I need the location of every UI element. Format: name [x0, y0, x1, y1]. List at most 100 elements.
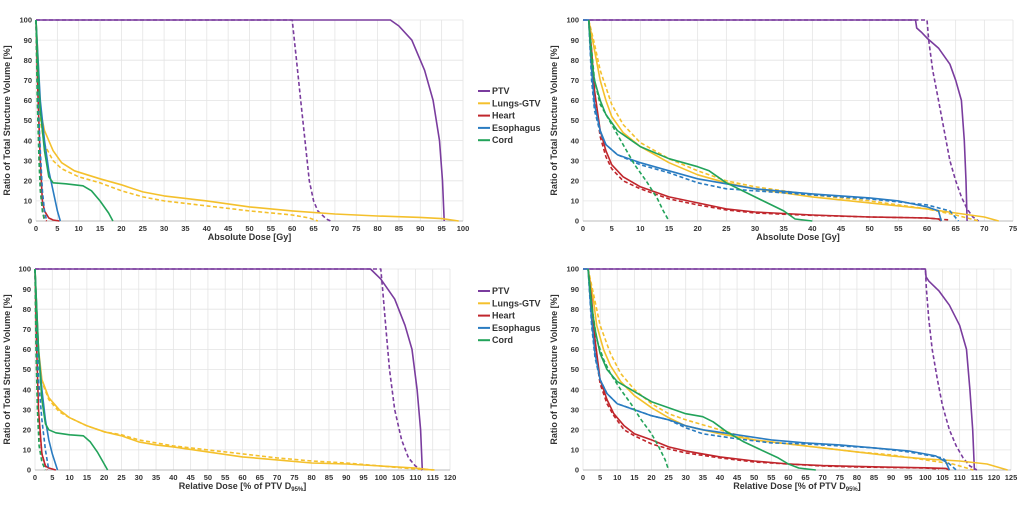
series-lungs-gtv-dashed	[34, 268, 437, 471]
y-tick-label: 60	[24, 96, 32, 105]
x-tick-label: 15	[665, 224, 673, 233]
legend-label: Esophagus	[492, 323, 541, 333]
y-tick-label: 20	[571, 426, 579, 435]
x-tick-label: 35	[699, 473, 707, 482]
x-tick-label: 10	[636, 224, 644, 233]
chart-top-left: 0 5 10 15 20 25 30 35 40 45 50 55 60 65 70 75 80 85 90 95 10…	[2, 16, 541, 242]
x-tick-label: 10	[65, 473, 73, 482]
x-tick-label: 10	[75, 224, 83, 233]
x-axis-label: Relative Dose [% of PTV D95%]	[179, 481, 307, 493]
x-tick-label: 15	[83, 473, 91, 482]
series-ptv-solid	[583, 19, 968, 222]
x-axis-label: Relative Dose [% of PTV D95%]	[733, 481, 861, 493]
y-tick-label: 100	[566, 265, 579, 274]
y-tick-label: 90	[571, 285, 579, 294]
x-tick-label: 95	[437, 224, 445, 233]
x-tick-label: 20	[100, 473, 108, 482]
x-tick-label: 115	[427, 473, 439, 482]
y-tick-label: 70	[571, 325, 579, 334]
y-tick-label: 60	[23, 345, 31, 354]
y-tick-label: 50	[24, 116, 32, 125]
x-tick-label: 0	[581, 473, 585, 482]
y-tick-label: 20	[23, 426, 31, 435]
x-tick-label: 105	[936, 473, 949, 482]
x-tick-label: 125	[1005, 473, 1018, 482]
y-tick-label: 100	[19, 16, 32, 25]
x-tick-label: 30	[682, 473, 690, 482]
legend-label: PTV	[492, 286, 510, 296]
x-tick-label: 30	[751, 224, 759, 233]
x-tick-label: 20	[693, 224, 701, 233]
y-tick-label: 70	[571, 76, 579, 85]
y-axis-label: Ratio of Total Structure Volume [%]	[2, 45, 12, 195]
y-tick-label: 40	[23, 385, 31, 394]
x-tick-label: 75	[290, 473, 298, 482]
x-tick-label: 50	[865, 224, 873, 233]
y-tick-label: 30	[571, 405, 579, 414]
x-tick-label: 25	[664, 473, 672, 482]
y-tick-label: 80	[24, 56, 32, 65]
series-cord-solid	[35, 19, 114, 222]
x-tick-label: 50	[204, 473, 212, 482]
series-cord-solid	[34, 268, 109, 471]
x-tick-label: 60	[923, 224, 931, 233]
chart-bottom-left: 0 5 10 15 20 25 30 35 40 45 50 55 60 65 70 75 80 85 90 95 10…	[2, 265, 541, 493]
x-tick-label: 65	[801, 473, 809, 482]
x-tick-label: 25	[139, 224, 147, 233]
x-axis-label-end: ]	[858, 481, 861, 491]
x-tick-label: 65	[951, 224, 959, 233]
x-tick-label: 70	[331, 224, 339, 233]
x-tick-label: 40	[203, 224, 211, 233]
x-tick-label: 55	[221, 473, 229, 482]
x-tick-label: 65	[309, 224, 317, 233]
y-tick-label: 100	[566, 16, 579, 25]
y-tick-label: 0	[28, 217, 32, 226]
legend: PTV Lungs-GTV Heart Esophagus Cord	[478, 86, 541, 145]
series-cord-dashed	[587, 268, 670, 471]
x-tick-label: 85	[395, 224, 403, 233]
x-tick-label: 60	[288, 224, 296, 233]
x-tick-label: 20	[117, 224, 125, 233]
x-tick-label: 45	[186, 473, 194, 482]
x-tick-label: 50	[750, 473, 758, 482]
series-ptv-dashed	[583, 19, 980, 222]
legend-label: Esophagus	[492, 123, 541, 133]
x-tick-label: 85	[870, 473, 878, 482]
y-tick-label: 60	[571, 345, 579, 354]
series-ptv-dashed	[36, 19, 331, 222]
series-cord-dashed	[587, 19, 670, 222]
y-tick-label: 90	[24, 36, 32, 45]
legend-label: Cord	[492, 135, 513, 145]
x-tick-label: 0	[33, 473, 37, 482]
x-tick-label: 95	[359, 473, 367, 482]
y-tick-label: 40	[24, 136, 32, 145]
series-heart-solid	[35, 19, 60, 222]
x-axis-label-subscript: 95%	[846, 487, 859, 493]
series-ptv-solid	[35, 268, 424, 471]
x-tick-label: 35	[152, 473, 160, 482]
y-tick-label: 80	[571, 305, 579, 314]
x-tick-label: 110	[409, 473, 421, 482]
x-tick-label: 0	[581, 224, 585, 233]
x-tick-label: 50	[245, 224, 253, 233]
legend: PTV Lungs-GTV Heart Esophagus Cord	[478, 286, 541, 345]
x-tick-label: 90	[887, 473, 895, 482]
x-axis-label: Absolute Dose [Gy]	[208, 232, 292, 242]
x-tick-label: 35	[181, 224, 189, 233]
y-tick-label: 10	[571, 446, 579, 455]
x-tick-label: 75	[836, 473, 844, 482]
x-tick-label: 55	[767, 473, 775, 482]
x-tick-label: 100	[375, 473, 388, 482]
x-tick-label: 120	[988, 473, 1001, 482]
x-tick-label: 55	[894, 224, 902, 233]
series-cord-dashed	[34, 268, 47, 471]
x-tick-label: 75	[352, 224, 360, 233]
series-heart-dashed	[34, 268, 48, 471]
x-tick-label: 45	[224, 224, 232, 233]
series-lungs-gtv-solid	[35, 19, 459, 222]
series-ptv-dashed	[35, 268, 423, 471]
y-axis-label: Ratio of Total Structure Volume [%]	[549, 45, 559, 195]
y-tick-label: 80	[571, 56, 579, 65]
x-tick-label: 60	[784, 473, 792, 482]
